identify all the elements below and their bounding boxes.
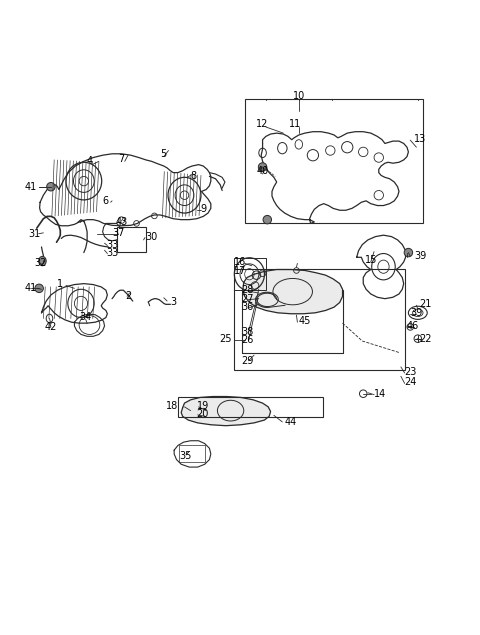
Text: 1: 1 (57, 279, 63, 289)
Text: 7: 7 (119, 154, 125, 163)
Text: 28: 28 (241, 285, 253, 295)
Ellipse shape (404, 248, 413, 257)
Text: 23: 23 (405, 366, 417, 377)
Text: 36: 36 (241, 302, 253, 312)
Text: 3: 3 (170, 297, 177, 307)
Text: 15: 15 (365, 255, 377, 265)
Bar (234, 258, 266, 290)
Text: 16: 16 (234, 257, 246, 267)
Bar (245, 99, 423, 224)
Text: 5: 5 (161, 149, 167, 159)
Polygon shape (243, 269, 343, 314)
Text: 30: 30 (145, 232, 157, 241)
Text: 39: 39 (410, 308, 422, 318)
Text: 42: 42 (45, 322, 57, 332)
Polygon shape (357, 235, 406, 298)
Ellipse shape (118, 217, 125, 224)
Ellipse shape (180, 191, 189, 199)
Bar (117, 227, 146, 251)
Text: 43: 43 (115, 217, 128, 227)
Text: 29: 29 (241, 356, 253, 366)
Text: 33: 33 (106, 248, 118, 258)
Text: 24: 24 (405, 377, 417, 387)
Text: 45: 45 (299, 316, 311, 326)
Polygon shape (181, 396, 271, 425)
Text: 38: 38 (241, 326, 253, 337)
Text: 14: 14 (374, 389, 386, 399)
Text: 20: 20 (197, 409, 209, 419)
Text: 39: 39 (414, 251, 426, 262)
Text: 25: 25 (219, 333, 231, 344)
Text: 31: 31 (28, 229, 40, 239)
Text: 27: 27 (241, 293, 253, 304)
Text: 17: 17 (234, 267, 246, 276)
Polygon shape (40, 154, 211, 226)
Polygon shape (261, 131, 408, 224)
Text: 34: 34 (80, 312, 92, 323)
Text: 4: 4 (86, 156, 93, 166)
Text: 41: 41 (24, 283, 37, 293)
Ellipse shape (263, 215, 272, 224)
Text: 37: 37 (112, 228, 125, 238)
Text: 12: 12 (256, 119, 269, 129)
Ellipse shape (79, 177, 88, 186)
Polygon shape (41, 284, 108, 323)
Text: 35: 35 (180, 451, 192, 461)
Text: 41: 41 (24, 182, 37, 192)
Bar (234, 269, 405, 370)
Text: 33: 33 (106, 239, 118, 250)
Ellipse shape (39, 257, 46, 266)
Text: 19: 19 (197, 401, 209, 411)
Polygon shape (103, 224, 121, 241)
Bar (179, 444, 204, 462)
Ellipse shape (258, 163, 267, 171)
Text: 22: 22 (420, 333, 432, 344)
Text: 13: 13 (414, 134, 426, 144)
Text: 18: 18 (166, 401, 178, 411)
Text: 6: 6 (103, 196, 109, 206)
Polygon shape (74, 314, 105, 337)
Text: 2: 2 (125, 291, 131, 302)
Text: 21: 21 (420, 299, 432, 309)
Bar (178, 398, 323, 417)
Text: 46: 46 (407, 321, 419, 331)
Text: 9: 9 (200, 204, 206, 214)
Text: 11: 11 (289, 119, 301, 129)
Polygon shape (174, 441, 211, 467)
Ellipse shape (35, 284, 43, 293)
Text: 32: 32 (34, 258, 46, 269)
Text: 26: 26 (241, 335, 253, 345)
Ellipse shape (47, 182, 55, 191)
Text: 10: 10 (293, 91, 305, 102)
Text: 8: 8 (191, 171, 197, 182)
Text: 44: 44 (285, 417, 297, 427)
Text: 40: 40 (256, 166, 269, 176)
